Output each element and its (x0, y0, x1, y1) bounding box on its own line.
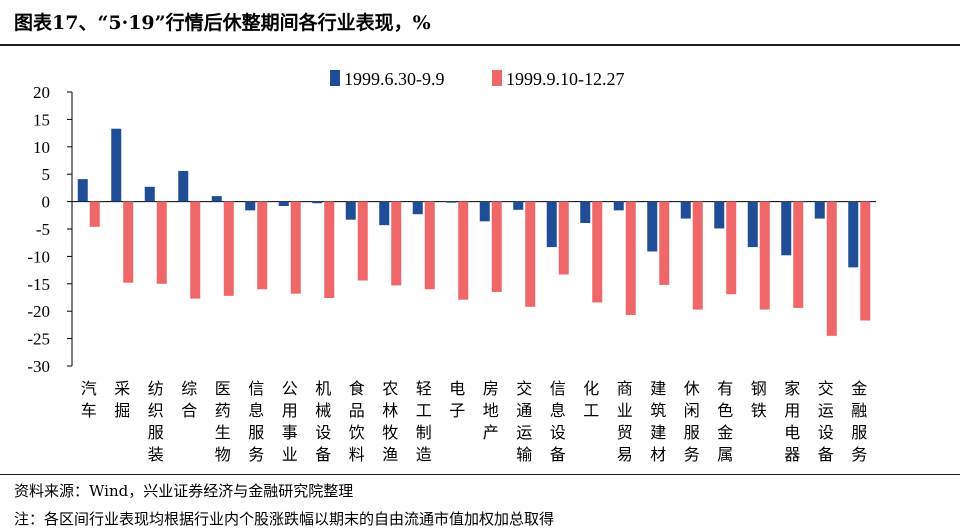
bar-series1-15 (580, 201, 591, 223)
x-category-label: 商业贸易 (617, 379, 633, 464)
legend-label-1: 1999.6.30-9.9 (344, 69, 445, 89)
legend-swatch-1 (330, 70, 340, 86)
y-tick-label: 0 (42, 193, 51, 212)
legend-label-2: 1999.9.10-12.27 (506, 69, 625, 89)
bar-series1-22 (814, 201, 825, 219)
x-category-label: 交运设备 (818, 379, 834, 464)
x-category-label: 休闲服务 (684, 379, 700, 464)
bar-series2-21 (793, 201, 804, 308)
x-category-label: 钢铁 (751, 379, 767, 420)
bar-series2-7 (324, 201, 335, 299)
source-text: 资料来源：Wind，兴业证券经济与金融研究院整理 (14, 482, 354, 500)
title-divider (0, 44, 960, 46)
x-category-label: 信息设备 (550, 379, 566, 464)
bar-series2-16 (625, 201, 636, 316)
x-category-label: 医药生物 (215, 379, 231, 464)
bar-series1-2 (144, 186, 155, 202)
footer-divider (0, 474, 960, 475)
x-category-label: 电子 (449, 379, 465, 420)
bar-series1-19 (714, 201, 725, 229)
x-category-label: 金融服务 (851, 379, 867, 464)
y-tick-label: 15 (33, 110, 50, 129)
x-category-label: 综合 (181, 379, 197, 420)
x-category-label: 交通运输 (516, 379, 532, 464)
x-category-label: 农林牧渔 (382, 379, 398, 464)
bar-series1-6 (278, 201, 289, 206)
y-tick-label: -25 (27, 330, 50, 349)
x-category-label: 房地产 (483, 379, 499, 442)
bar-series2-8 (357, 201, 368, 281)
y-tick-label: -20 (27, 302, 50, 321)
bar-series1-1 (111, 128, 122, 202)
y-tick-label: 10 (33, 138, 50, 157)
y-tick-label: 20 (33, 83, 50, 102)
bar-series2-9 (391, 201, 402, 286)
x-category-label: 采掘 (114, 379, 130, 420)
y-tick-label: -10 (27, 247, 50, 266)
bar-series1-10 (412, 201, 423, 215)
bar-series2-15 (592, 201, 603, 303)
x-category-label: 机械设备 (315, 379, 331, 464)
bar-series1-5 (245, 201, 256, 211)
bar-series2-3 (190, 201, 201, 299)
legend-swatch-2 (492, 70, 502, 86)
x-category-label: 家用电器 (784, 379, 800, 464)
bar-series2-23 (860, 201, 871, 321)
bar-series2-18 (692, 201, 703, 310)
bar-series1-3 (178, 170, 189, 202)
bar-series1-13 (513, 201, 524, 210)
bar-series2-13 (525, 201, 536, 307)
bar-series2-2 (156, 201, 167, 284)
chart-title: 图表17、“5·19”行情后休整期间各行业表现，% (14, 12, 431, 34)
x-category-label: 公用事业 (282, 379, 298, 464)
bar-series2-12 (491, 201, 502, 293)
y-tick-label: -5 (36, 220, 50, 239)
bar-series1-21 (781, 201, 792, 256)
bar-series1-23 (848, 201, 859, 268)
bar-series1-12 (479, 201, 490, 222)
x-category-label: 信息服务 (248, 379, 264, 464)
y-tick-label: -15 (27, 275, 50, 294)
x-category-label: 化工 (583, 379, 599, 420)
note-text: 注：各区间行业表现均根据行业内个股涨跌幅以期末的自由流通市值加权加总取得 (14, 510, 555, 528)
bar-series2-11 (458, 201, 469, 300)
bar-series2-14 (558, 201, 569, 275)
bar-series1-14 (546, 201, 557, 248)
bar-series2-20 (759, 201, 770, 310)
x-category-label: 食品饮料 (349, 379, 365, 464)
x-category-label: 汽车 (81, 379, 97, 420)
bar-series2-5 (257, 201, 268, 290)
bar-series2-22 (826, 201, 837, 336)
y-tick-label: 5 (42, 165, 51, 184)
bar-series1-9 (379, 201, 390, 226)
x-category-label: 有色金属 (717, 379, 733, 464)
bar-series1-0 (77, 179, 88, 202)
bar-series1-8 (345, 201, 356, 220)
x-category-label: 轻工制造 (416, 379, 432, 464)
bar-series1-4 (211, 196, 222, 202)
bar-series1-17 (647, 201, 658, 252)
y-tick-label: -30 (27, 357, 50, 376)
bar-series1-18 (680, 201, 691, 219)
x-category-label: 建筑建材 (650, 379, 666, 464)
bar-series1-11 (446, 201, 457, 203)
bar-series2-6 (290, 201, 301, 294)
bar-series2-1 (123, 201, 134, 283)
bar-series2-10 (424, 201, 435, 290)
bar-series1-16 (613, 201, 624, 211)
x-category-label: 纺织服装 (148, 379, 164, 464)
bar-series1-20 (747, 201, 758, 248)
bar-series2-17 (659, 201, 670, 285)
bar-series2-0 (89, 201, 100, 227)
bar-series2-19 (726, 201, 737, 295)
bar-series2-4 (223, 201, 234, 296)
bar-series1-7 (312, 201, 323, 204)
